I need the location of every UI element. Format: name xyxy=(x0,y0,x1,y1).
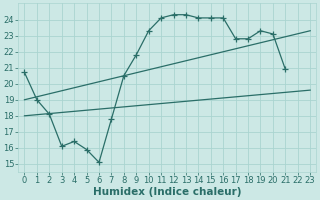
X-axis label: Humidex (Indice chaleur): Humidex (Indice chaleur) xyxy=(93,187,242,197)
